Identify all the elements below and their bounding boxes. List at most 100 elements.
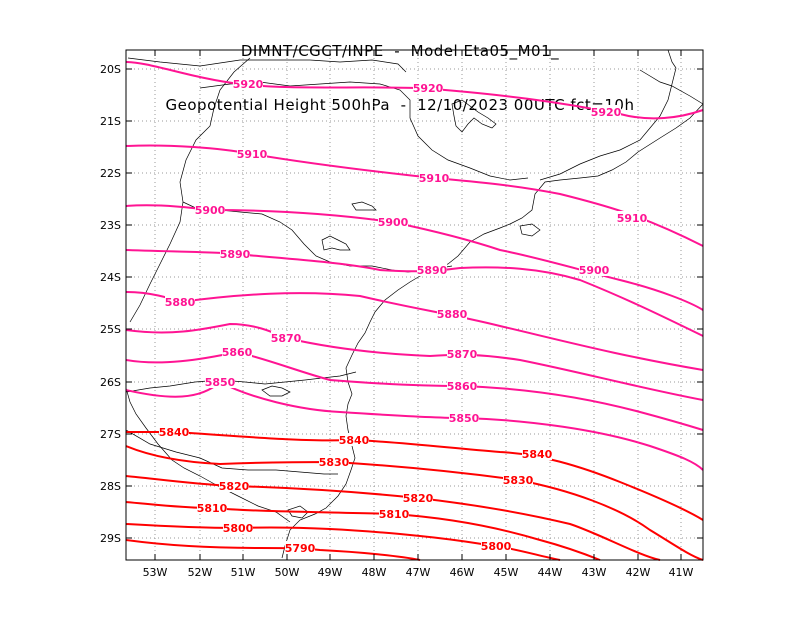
contour-label-5800: 5800	[223, 522, 254, 535]
lon-label: 47W	[406, 566, 431, 579]
contour-5850	[125, 380, 704, 471]
coastline	[281, 103, 704, 559]
border-north-east	[667, 49, 677, 69]
contour-5870	[125, 322, 704, 401]
contour-label-5840: 5840	[159, 426, 190, 439]
contour-label-5840: 5840	[522, 448, 553, 461]
lake-1	[451, 99, 497, 133]
contour-label-bg	[219, 479, 249, 492]
contour-label-bg	[417, 263, 447, 276]
lat-label: 26S	[100, 376, 121, 389]
plot-frame	[125, 49, 704, 561]
contour-label-5870: 5870	[271, 332, 302, 345]
contour-5880	[125, 291, 704, 371]
contour-label-5830: 5830	[319, 456, 350, 469]
contour-label-5820: 5820	[219, 480, 250, 493]
contour-label-5800: 5800	[481, 540, 512, 553]
contour-label-bg	[447, 379, 477, 392]
lat-label: 27S	[100, 428, 121, 441]
lon-label: 45W	[494, 566, 519, 579]
contour-label-5910: 5910	[419, 172, 450, 185]
contour-label-5860: 5860	[222, 346, 253, 359]
contour-5890	[125, 249, 704, 337]
lon-label: 49W	[318, 566, 343, 579]
contour-label-5830: 5830	[503, 474, 534, 487]
contour-label-bg	[195, 203, 225, 216]
international-border	[125, 387, 291, 523]
lon-label: 46W	[450, 566, 475, 579]
lat-label: 24S	[100, 271, 121, 284]
contour-label-bg	[271, 331, 301, 344]
state-border-pr-ms	[129, 201, 184, 323]
contour-label-5820: 5820	[403, 492, 434, 505]
lagoon-2	[519, 223, 541, 237]
lagoon-3	[287, 505, 309, 519]
contour-label-bg	[579, 263, 609, 276]
contour-label-bg	[617, 211, 647, 224]
contour-label-bg	[419, 171, 449, 184]
contour-label-5920: 5920	[413, 82, 444, 95]
contour-label-5910: 5910	[237, 148, 268, 161]
contour-label-5890: 5890	[417, 264, 448, 277]
lat-label: 20S	[100, 63, 121, 76]
lake-3	[351, 201, 377, 211]
contour-label-bg	[591, 105, 621, 118]
state-border-sc-rs	[125, 429, 338, 475]
contour-label-5900: 5900	[195, 204, 226, 217]
contour-label-5880: 5880	[437, 308, 468, 321]
lat-label: 23S	[100, 219, 121, 232]
lon-label: 44W	[538, 566, 563, 579]
state-border-ms-goias	[179, 57, 251, 203]
map-title: DIMNT/CGCT/INPE - Model Eta05_M01_ Geopo…	[0, 6, 800, 132]
lon-label: 51W	[231, 566, 256, 579]
contour-labels: 5920 5920 5920 5910 5910 5910 5900 5900 5900 5890…	[159, 77, 648, 555]
contour-label-bg	[220, 247, 250, 260]
state-border-east	[639, 69, 704, 105]
contour-label-bg	[449, 411, 479, 424]
contour-5830	[125, 445, 704, 561]
lat-label: 21S	[100, 115, 121, 128]
title-line-1: DIMNT/CGCT/INPE - Model Eta05_M01_	[240, 42, 560, 60]
contour-label-bg	[403, 491, 433, 504]
contour-label-5890: 5890	[220, 248, 251, 261]
contour-label-bg	[205, 375, 235, 388]
contour-label-bg	[481, 539, 511, 552]
lat-label: 25S	[100, 323, 121, 336]
contour-label-5860: 5860	[447, 380, 478, 393]
contour-label-bg	[447, 347, 477, 360]
contour-label-5920: 5920	[591, 106, 622, 119]
contour-label-bg	[379, 507, 409, 520]
contour-label-5900: 5900	[579, 264, 610, 277]
contour-label-5810: 5810	[197, 502, 228, 515]
contour-label-bg	[222, 345, 252, 358]
contour-label-5910: 5910	[617, 212, 648, 225]
contour-label-bg	[237, 147, 267, 160]
state-border-goias	[127, 57, 407, 73]
lon-label: 48W	[362, 566, 387, 579]
title-line-2: Geopotential Height 500hPa - 12/10/2023 …	[165, 96, 635, 114]
coastline-and-borders	[125, 49, 704, 559]
contour-5860	[125, 350, 704, 431]
contour-label-5790: 5790	[285, 542, 316, 555]
state-border-mg-rj	[539, 149, 621, 181]
contour-label-5850: 5850	[449, 412, 480, 425]
contour-lines	[125, 61, 704, 561]
lat-label: 28S	[100, 480, 121, 493]
contour-label-5850: 5850	[205, 376, 236, 389]
lon-label: 43W	[582, 566, 607, 579]
contour-label-5880: 5880	[165, 296, 196, 309]
contour-label-5870: 5870	[447, 348, 478, 361]
lon-label: 41W	[669, 566, 694, 579]
lon-label: 50W	[275, 566, 300, 579]
contour-label-bg	[159, 425, 189, 438]
contour-label-bg	[339, 433, 369, 446]
lat-lon-grid	[126, 50, 703, 560]
contour-label-bg	[522, 447, 552, 460]
lon-label: 42W	[626, 566, 651, 579]
lon-label: 52W	[188, 566, 213, 579]
contour-label-5920: 5920	[233, 78, 264, 91]
contour-5910	[125, 144, 704, 247]
contour-label-bg	[413, 81, 443, 94]
axis-ticks: 53W 52W 51W 50W 49W 48W 47W 46W 45W 44W 43W 42W 41W 2…	[100, 50, 703, 579]
